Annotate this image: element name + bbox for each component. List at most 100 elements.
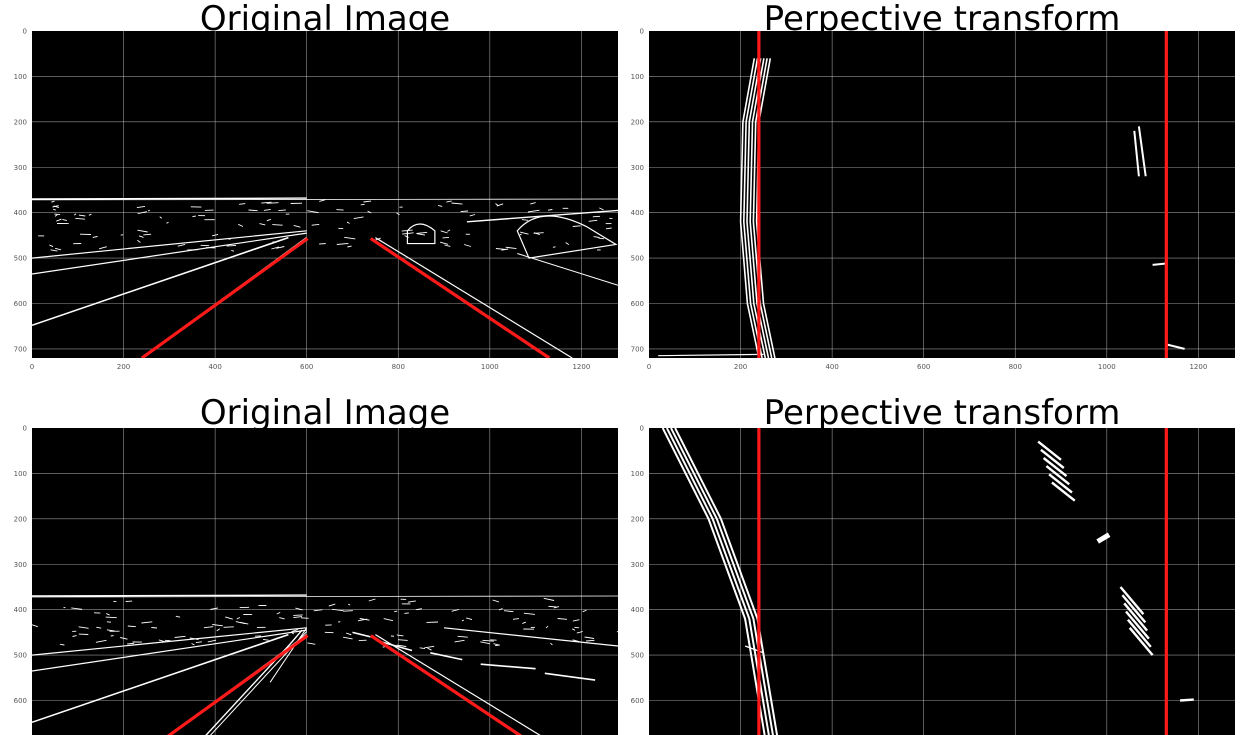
- clutter-edge: [54, 247, 62, 251]
- panel-background: [32, 428, 618, 735]
- clutter-edge: [346, 221, 350, 224]
- clutter-edge: [363, 200, 372, 203]
- clutter-edge: [259, 223, 266, 226]
- y-tick-label: 500: [14, 255, 27, 263]
- x-tick-label: 1200: [572, 363, 590, 371]
- clutter-edge: [396, 634, 404, 637]
- x-tick-label: 600: [300, 363, 313, 371]
- clutter-edge: [571, 628, 576, 631]
- clutter-edge: [493, 643, 499, 646]
- y-tick-label: 600: [14, 697, 27, 705]
- clutter-edge: [440, 230, 448, 234]
- clutter-edge: [416, 231, 428, 234]
- warped-lane-curve: [666, 428, 770, 735]
- clutter-edge: [424, 645, 435, 649]
- road-edge: [32, 627, 307, 656]
- clutter-edge: [231, 249, 235, 252]
- clutter-edge: [565, 242, 570, 245]
- clutter-edge: [519, 231, 529, 235]
- y-tick-label: 100: [14, 73, 27, 81]
- clutter-edge: [572, 225, 581, 227]
- panel-content: [649, 31, 1235, 358]
- warped-dash: [1037, 440, 1062, 461]
- y-tick-label: 100: [631, 73, 644, 81]
- horizon-edge: [32, 197, 307, 200]
- road-edge: [517, 253, 618, 286]
- warped-lane-curve: [674, 428, 779, 735]
- clutter-edge: [136, 205, 146, 209]
- clutter-edge: [419, 647, 426, 650]
- clutter-edge: [482, 639, 494, 642]
- clutter-edge: [347, 245, 352, 248]
- clutter-edge: [50, 249, 58, 252]
- clutter-edge: [239, 203, 246, 205]
- clutter-edge: [609, 217, 613, 220]
- clutter-edge: [522, 621, 527, 625]
- clutter-edge: [127, 642, 135, 645]
- clutter-edge: [444, 244, 451, 247]
- y-tick-label: 500: [631, 652, 644, 660]
- clutter-edge: [451, 608, 459, 612]
- clutter-edge: [548, 605, 557, 608]
- dash-mark: [544, 672, 596, 681]
- clutter-edge: [49, 244, 54, 248]
- clutter-edge: [203, 626, 214, 629]
- clutter-edge: [599, 207, 604, 211]
- barrier-edge: [466, 209, 618, 223]
- clutter-edge: [53, 208, 56, 211]
- y-tick-label: 400: [14, 606, 27, 614]
- clutter-edge: [276, 246, 285, 249]
- clutter-edge: [552, 246, 556, 248]
- clutter-edge: [313, 609, 323, 612]
- road-edge: [32, 232, 307, 275]
- clutter-edge: [343, 636, 353, 640]
- clutter-edge: [344, 236, 356, 240]
- clutter-edge: [495, 203, 499, 206]
- clutter-edge: [120, 234, 124, 236]
- clutter-edge: [557, 618, 568, 620]
- clutter-edge: [138, 235, 144, 238]
- clutter-edge: [143, 233, 152, 236]
- clutter-edge: [346, 632, 352, 636]
- clutter-edge: [592, 215, 601, 218]
- clutter-edge: [543, 597, 555, 601]
- clutter-edge: [505, 246, 517, 250]
- clutter-edge: [347, 603, 351, 606]
- clutter-edge: [466, 617, 473, 621]
- clutter-edge: [605, 227, 612, 230]
- y-tick-label: 200: [14, 118, 27, 126]
- clutter-edge: [54, 213, 61, 216]
- dash-mark: [480, 663, 536, 670]
- warped-dash: [1096, 532, 1111, 544]
- clutter-edge: [238, 223, 244, 227]
- clutter-edge: [498, 608, 503, 611]
- clutter-edge: [266, 202, 279, 204]
- clutter-edge: [547, 209, 553, 211]
- lane-right-edge: [375, 237, 573, 358]
- clutter-edge: [343, 610, 353, 612]
- y-tick-label: 500: [14, 652, 27, 660]
- clutter-edge: [105, 616, 117, 619]
- panel-content: [32, 31, 618, 358]
- clutter-edge: [523, 612, 535, 615]
- y-tick-label: 0: [640, 28, 644, 36]
- road-left-edge: [32, 633, 289, 724]
- clutter-edge: [319, 243, 326, 245]
- clutter-edge: [263, 638, 269, 641]
- x-tick-label: 400: [825, 363, 838, 371]
- clutter-edge: [75, 217, 85, 220]
- clutter-edge: [291, 629, 298, 633]
- clutter-edge: [394, 610, 398, 613]
- clutter-edge: [62, 218, 68, 222]
- clutter-edge: [307, 642, 316, 645]
- lane-line-right: [369, 237, 551, 358]
- warped-dash: [1048, 473, 1073, 494]
- clutter-edge: [191, 643, 195, 646]
- warped-dash: [1040, 448, 1065, 469]
- clutter-edge: [151, 627, 158, 629]
- clutter-edge: [96, 626, 102, 629]
- clutter-edge: [451, 202, 463, 205]
- lane-line-left: [140, 237, 309, 358]
- clutter-edge: [463, 244, 472, 247]
